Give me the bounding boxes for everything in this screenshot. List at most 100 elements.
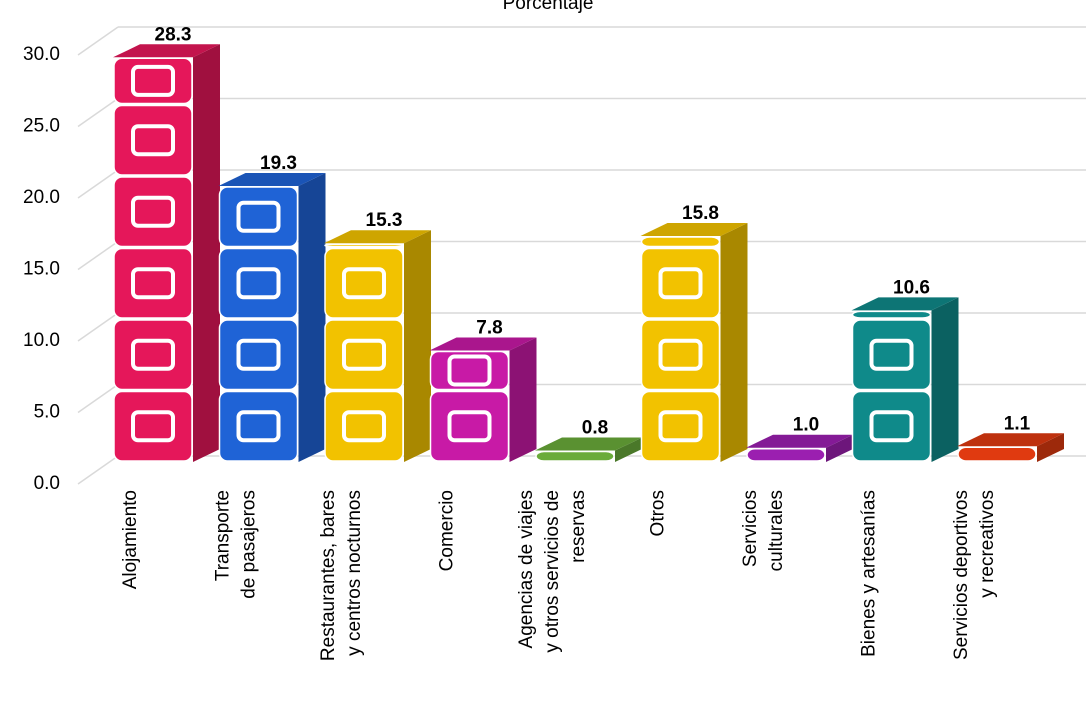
value-label: 1.1 — [1004, 413, 1031, 434]
x-tick-label: Servicios deportivos y recreativos — [951, 490, 998, 660]
bar-icon — [447, 354, 492, 387]
x-tick-label: Bienes y artesanías — [859, 490, 880, 657]
bar-cube — [324, 243, 404, 248]
bar-cube — [640, 236, 721, 248]
value-label: 15.3 — [366, 210, 403, 231]
bar-cube — [324, 390, 404, 462]
value-label: 0.8 — [582, 418, 608, 439]
bar-icon — [131, 410, 175, 443]
bar-side — [720, 223, 748, 462]
bar-icon — [236, 267, 281, 300]
y-tick-label: 20.0 — [23, 187, 60, 208]
bar-icon — [236, 410, 281, 443]
bar-cube — [113, 390, 193, 462]
y-tick-label: 10.0 — [23, 330, 60, 351]
bar-side — [615, 437, 642, 462]
bar — [218, 173, 326, 462]
bar-cube — [113, 176, 193, 248]
bar — [535, 437, 642, 462]
y-tick-label: 0.0 — [34, 473, 60, 494]
bar-side — [509, 337, 537, 462]
bar-cube — [957, 446, 1037, 462]
bar-top — [429, 337, 537, 351]
bar-icon — [658, 410, 703, 443]
grid-line — [77, 455, 119, 485]
y-tick-label: 30.0 — [23, 44, 60, 65]
bar-cube — [113, 247, 193, 319]
x-tick-label: Otros — [648, 490, 669, 536]
bar-cube — [851, 310, 932, 319]
grid-line — [77, 312, 119, 342]
value-label: 15.8 — [682, 203, 719, 224]
bar-cube — [218, 247, 299, 319]
bar-icon — [658, 267, 703, 300]
bar — [113, 44, 220, 463]
bar-cube — [640, 390, 721, 462]
bar-cube — [746, 447, 826, 462]
value-label: 10.6 — [893, 277, 930, 298]
bar-top — [218, 173, 326, 187]
bar-icon — [342, 410, 386, 443]
bar — [324, 230, 431, 462]
bar-icon — [342, 267, 386, 300]
bar-icon — [236, 200, 281, 233]
bar-icon — [131, 338, 175, 371]
bar-cube — [324, 319, 404, 391]
bar-side — [931, 297, 959, 462]
y-tick-label: 25.0 — [23, 116, 60, 137]
bar — [851, 297, 959, 462]
bar-cube — [851, 390, 932, 462]
bar-top — [640, 223, 748, 237]
bar-cube — [113, 104, 193, 176]
bar-side — [404, 230, 431, 462]
bar-side — [298, 173, 326, 462]
bar-top — [851, 297, 959, 311]
bar-side — [1037, 433, 1064, 462]
bar-top — [324, 230, 431, 244]
bar-icon — [131, 267, 175, 300]
bar-top — [535, 437, 642, 451]
grid-line — [77, 383, 119, 414]
y-tick-label: 15.0 — [23, 259, 60, 280]
x-tick-label: Transporte de pasajeros — [213, 490, 260, 599]
bar — [429, 337, 537, 462]
y-tick-label: 5.0 — [34, 402, 60, 423]
bar-cube — [113, 319, 193, 391]
grid-line — [77, 169, 119, 199]
bar-icon — [658, 338, 703, 371]
bar-cube — [218, 390, 299, 462]
bar-cube — [535, 450, 615, 462]
bar-top — [957, 433, 1064, 447]
value-label: 28.3 — [155, 24, 192, 45]
bar-cube — [429, 390, 510, 462]
grid-line — [77, 26, 119, 56]
bar-icon — [342, 338, 386, 371]
bar-top — [746, 434, 853, 448]
bar-icon — [869, 338, 914, 371]
bar-cube — [324, 247, 404, 319]
bar-cube — [851, 319, 932, 391]
bar-icon — [131, 64, 175, 97]
bar-cube — [218, 319, 299, 391]
bar — [640, 223, 748, 462]
value-label: 7.8 — [476, 317, 502, 338]
value-label: 19.3 — [260, 153, 297, 174]
x-tick-label: Comercio — [437, 490, 458, 571]
bar — [957, 433, 1064, 462]
bar-cube — [218, 186, 299, 248]
bar-side — [193, 44, 220, 463]
value-label: 1.0 — [793, 415, 819, 436]
bar-icon — [131, 124, 175, 157]
bar-icon — [131, 195, 175, 228]
bar-cube — [640, 247, 721, 319]
bar-icon — [447, 410, 492, 443]
bar-side — [826, 434, 853, 462]
bar-cube — [640, 319, 721, 391]
bar — [746, 434, 853, 462]
x-tick-label: Agencias de viajes y otros servicios de re… — [516, 490, 589, 653]
grid-line — [77, 97, 119, 128]
x-tick-label: Servicios culturales — [740, 490, 787, 571]
bar-icon — [236, 338, 281, 371]
x-tick-label: Restaurantes, bares y centros nocturnos — [318, 490, 365, 661]
